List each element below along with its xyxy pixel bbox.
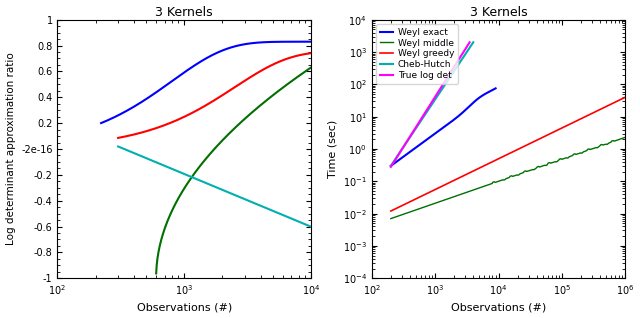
Weyl greedy bbox=[523, 143, 531, 147]
Cheb-Hutch bbox=[390, 159, 398, 163]
Cheb-Hutch bbox=[470, 40, 477, 44]
Weyl exact bbox=[482, 92, 490, 95]
Line: Weyl middle: Weyl middle bbox=[391, 137, 625, 218]
X-axis label: Observations (#): Observations (#) bbox=[451, 302, 546, 313]
Weyl greedy bbox=[387, 209, 395, 213]
Cheb-Hutch bbox=[409, 131, 417, 135]
Weyl exact bbox=[387, 164, 395, 168]
Weyl greedy bbox=[621, 95, 629, 99]
Weyl exact bbox=[451, 117, 459, 121]
Weyl middle bbox=[614, 138, 622, 142]
Line: True log det: True log det bbox=[391, 42, 470, 167]
Weyl exact bbox=[449, 118, 457, 122]
Cheb-Hutch bbox=[403, 141, 410, 145]
True log det bbox=[390, 160, 398, 164]
True log det bbox=[402, 142, 410, 146]
Cheb-Hutch bbox=[392, 156, 399, 160]
Weyl middle bbox=[399, 212, 406, 216]
Title: 3 Kernels: 3 Kernels bbox=[156, 5, 213, 18]
Y-axis label: Log determinant approximation ratio: Log determinant approximation ratio bbox=[6, 52, 15, 245]
Weyl greedy bbox=[529, 140, 537, 144]
X-axis label: Observations (#): Observations (#) bbox=[136, 302, 232, 313]
Y-axis label: Time (sec): Time (sec) bbox=[327, 120, 337, 178]
Line: Cheb-Hutch: Cheb-Hutch bbox=[391, 42, 474, 166]
Line: Weyl greedy: Weyl greedy bbox=[391, 97, 625, 211]
Cheb-Hutch bbox=[462, 51, 470, 55]
Weyl exact bbox=[492, 86, 499, 90]
Weyl exact bbox=[449, 119, 457, 122]
Cheb-Hutch bbox=[387, 164, 395, 168]
True log det bbox=[387, 165, 395, 169]
True log det bbox=[466, 40, 474, 44]
Cheb-Hutch bbox=[465, 46, 473, 50]
Weyl exact bbox=[387, 164, 395, 168]
True log det bbox=[462, 47, 470, 51]
Title: 3 Kernels: 3 Kernels bbox=[470, 5, 527, 18]
Weyl middle bbox=[495, 179, 502, 183]
Weyl middle bbox=[501, 178, 509, 182]
Weyl greedy bbox=[536, 137, 544, 141]
Line: Weyl exact: Weyl exact bbox=[391, 88, 495, 166]
Weyl middle bbox=[614, 138, 622, 142]
Weyl middle bbox=[621, 135, 629, 139]
True log det bbox=[392, 157, 399, 161]
Weyl greedy bbox=[401, 202, 409, 206]
True log det bbox=[459, 51, 467, 55]
Weyl middle bbox=[572, 152, 579, 156]
Weyl exact bbox=[476, 96, 483, 100]
Weyl greedy bbox=[589, 111, 596, 115]
Weyl middle bbox=[387, 217, 395, 220]
Weyl greedy bbox=[564, 123, 572, 127]
True log det bbox=[408, 132, 415, 135]
Legend: Weyl exact, Weyl middle, Weyl greedy, Cheb-Hutch, True log det: Weyl exact, Weyl middle, Weyl greedy, Ch… bbox=[376, 24, 458, 84]
